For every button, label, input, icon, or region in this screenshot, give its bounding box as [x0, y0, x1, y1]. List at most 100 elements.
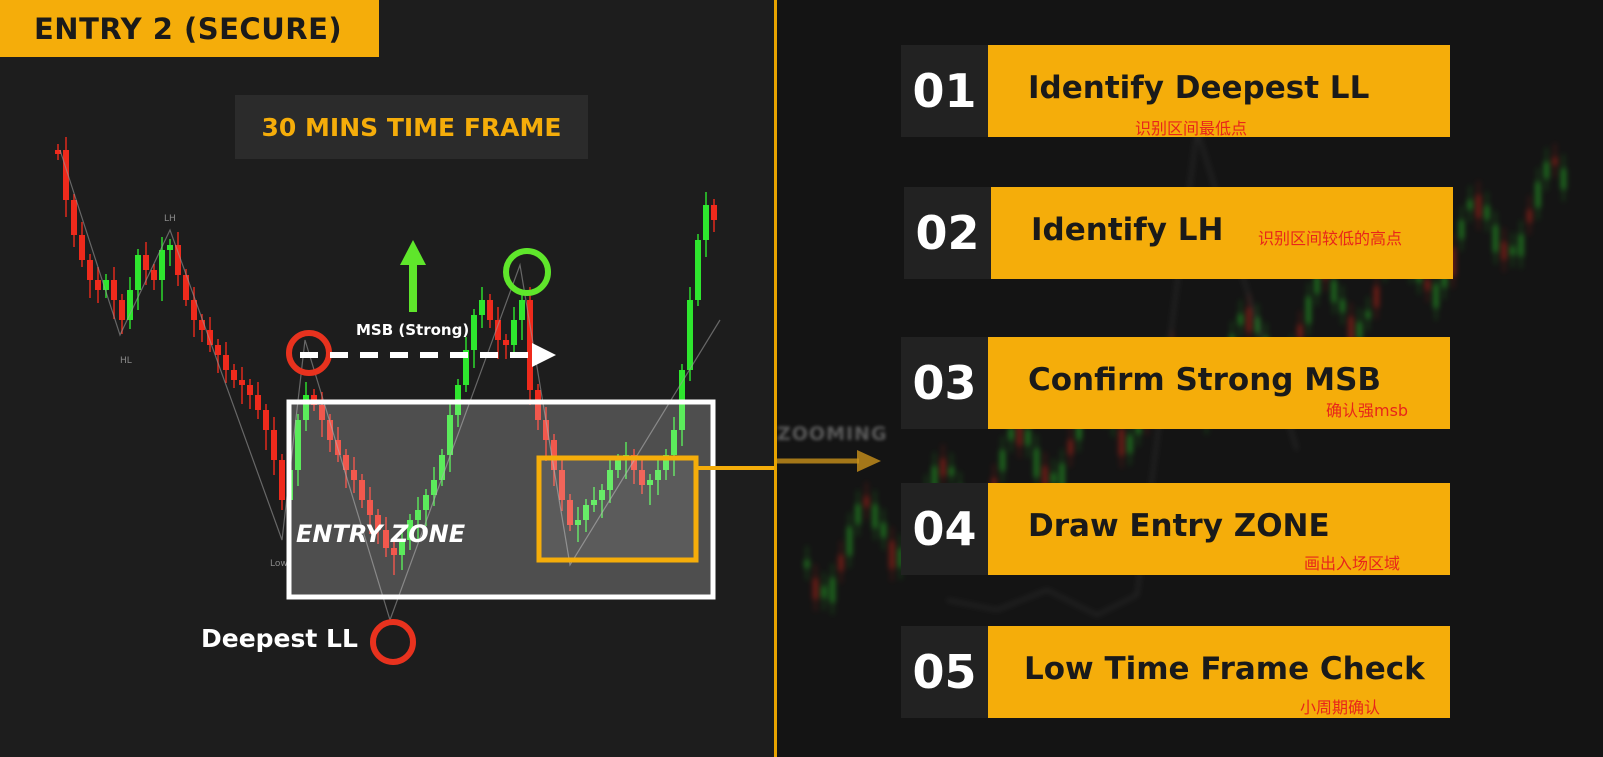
candle-body	[151, 270, 157, 280]
step-card: Confirm Strong MSB 确认强msb	[988, 337, 1450, 429]
candle-body	[599, 490, 605, 500]
dashed-arrow-head	[532, 343, 556, 367]
msb-high-circle	[503, 248, 551, 296]
bg-candle-body	[1552, 157, 1558, 166]
swing-label-hl: HL	[120, 356, 132, 366]
candle-body	[423, 495, 429, 510]
candle-body	[159, 250, 165, 280]
bg-candle-body	[991, 478, 997, 487]
candle-body	[359, 480, 365, 500]
candle-body	[591, 500, 597, 505]
bg-candle-body	[1425, 279, 1430, 291]
bg-candle-body	[1017, 420, 1022, 446]
candle-body	[551, 440, 557, 470]
header-badge: ENTRY 2 (SECURE)	[0, 0, 379, 57]
candle-body	[215, 345, 221, 355]
bg-candle-body	[1442, 272, 1447, 288]
step-card: Draw Entry ZONE 画出入场区域	[988, 483, 1450, 575]
candle-body	[487, 300, 493, 320]
candle-body	[271, 430, 277, 460]
bg-candle-body	[889, 540, 895, 569]
bg-candle-body	[1238, 313, 1243, 325]
candle-body	[527, 300, 533, 390]
panel-divider	[774, 0, 777, 757]
candle-body	[295, 420, 301, 470]
entry-zone-box	[286, 399, 716, 600]
step-title: Identify Deepest LL	[1028, 70, 1370, 106]
candle-body	[223, 355, 229, 370]
candle-body	[263, 410, 269, 430]
candle-body	[279, 460, 285, 500]
candle-body	[431, 480, 437, 495]
candle-body	[199, 320, 205, 330]
bg-candle-body	[1459, 220, 1464, 240]
bg-candle-body	[1042, 466, 1048, 487]
candle-body	[695, 240, 701, 300]
bg-candle-body	[1068, 439, 1073, 455]
lh-marker-circle	[286, 330, 332, 376]
candlestick-chart: LH HL Low	[55, 137, 774, 665]
step-card: Identify LH 识别区间较低的高点	[991, 187, 1453, 279]
candle-body	[479, 300, 485, 315]
candle-body	[95, 280, 101, 290]
step-title: Identify LH	[1031, 212, 1224, 248]
candle-body	[559, 470, 565, 500]
bg-candle-body	[1059, 463, 1065, 488]
zooming-label: ZOOMING	[777, 423, 888, 445]
candle-body	[239, 380, 245, 385]
candle-body	[575, 520, 581, 525]
up-arrow-shaft	[409, 262, 417, 312]
candle-body	[183, 275, 189, 300]
bg-candle-body	[1034, 448, 1039, 478]
candle-body	[543, 420, 549, 440]
candle-body	[103, 280, 109, 290]
step-title: Draw Entry ZONE	[1028, 508, 1330, 544]
candle-body	[439, 455, 445, 480]
candle-body	[175, 245, 181, 275]
candle-body	[447, 415, 453, 455]
candle-body	[367, 500, 373, 515]
bg-candle-body	[1255, 317, 1260, 333]
candle-body	[255, 395, 261, 410]
swing-label-lh: LH	[164, 214, 176, 224]
bg-candle-body	[847, 526, 852, 556]
bg-candle-body	[864, 496, 869, 508]
right-panel: ZOOMING 01 Identify Deepest LL 识别区间最低点 0…	[777, 0, 1603, 757]
bg-candle-body	[1136, 425, 1141, 435]
bg-candle-body	[872, 504, 878, 529]
candle-body	[247, 385, 253, 395]
bg-candle-body	[1340, 299, 1345, 313]
candle-body	[111, 280, 117, 300]
timeframe-label: 30 MINS TIME FRAME	[235, 95, 588, 159]
candle-body	[71, 200, 77, 235]
candle-body	[303, 395, 309, 420]
candle-body	[55, 150, 61, 154]
candle-body	[463, 350, 469, 385]
candle-body	[143, 255, 149, 270]
bg-candle-body	[1365, 310, 1371, 319]
step-card: Identify Deepest LL 识别区间最低点	[988, 45, 1450, 138]
candle-body	[639, 470, 645, 485]
step-subtitle: 确认强msb	[1326, 401, 1409, 420]
bg-candle-body	[1544, 161, 1549, 179]
bg-candle-body	[855, 504, 861, 525]
candle-body	[671, 430, 677, 455]
step-subtitle: 画出入场区域	[1304, 554, 1401, 573]
bg-candle-body	[1297, 324, 1303, 339]
bg-candle-body	[1374, 286, 1379, 308]
bg-candle-body	[1433, 284, 1439, 309]
bg-candle-body	[1000, 450, 1005, 472]
bg-candle-body	[1008, 428, 1014, 441]
bg-candle-body	[1246, 307, 1252, 332]
candle-body	[503, 340, 509, 345]
zoom-arrow-icon	[777, 450, 881, 472]
step-4: 04 Draw Entry ZONE 画出入场区域	[901, 483, 1450, 575]
step-number: 05	[901, 626, 988, 718]
candle-body	[655, 470, 661, 480]
bg-candle-body	[1501, 241, 1507, 260]
bg-candle-body	[1331, 280, 1337, 303]
candle-body	[127, 290, 133, 320]
candle-body	[391, 548, 397, 555]
bg-candle-body	[1357, 321, 1362, 339]
candle-body	[375, 515, 381, 530]
